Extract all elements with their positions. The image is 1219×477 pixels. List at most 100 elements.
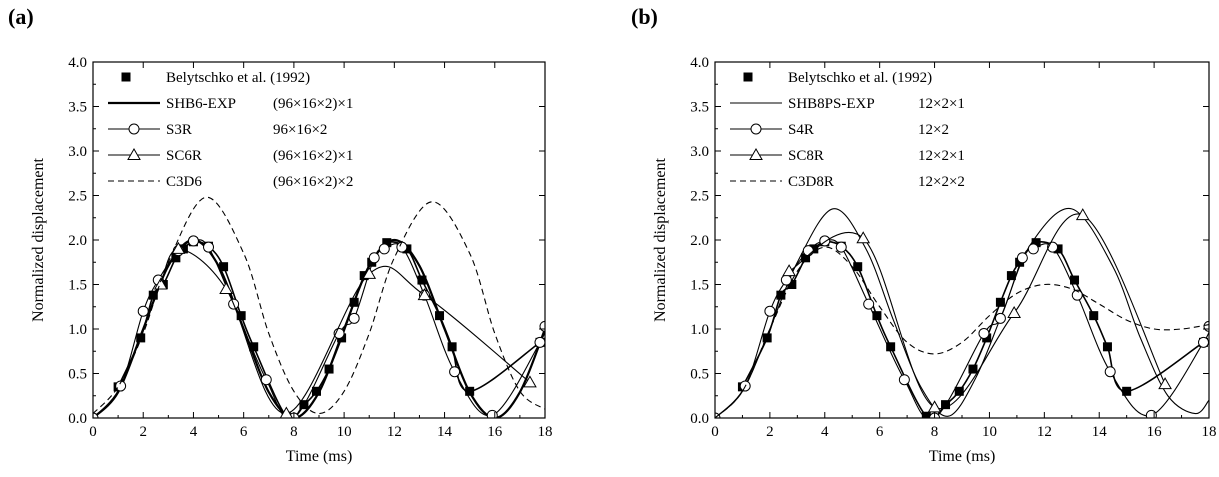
y-tick-label: 2.0 [68, 233, 87, 249]
legend-mesh: 12×2×1 [918, 96, 965, 112]
legend-item: S4R 12×2 [730, 122, 949, 138]
data-point [362, 266, 377, 279]
legend-mesh: 96×16×2 [273, 122, 327, 138]
data-point [968, 364, 978, 374]
x-tick-label: 12 [387, 424, 402, 440]
data-point [782, 264, 796, 277]
data-point [776, 290, 786, 300]
x-tick-label: 2 [139, 424, 147, 440]
chart-panel-b: (b) 0 2 4 6 8 10 12 14 16 18 0.0 0.5 1.0 1.5 2.0 2.5 3.0 3… [631, 4, 1217, 465]
series-line [715, 246, 1209, 418]
panel-label: (b) [631, 4, 658, 29]
data-point [898, 374, 910, 386]
data-point [978, 327, 990, 339]
data-point [863, 298, 875, 310]
data-point [378, 243, 390, 255]
data-point [1053, 244, 1063, 254]
series-line [160, 248, 531, 415]
legend-item: SHB6-EXP (96×16×2)×1 [108, 96, 353, 112]
legend-label: Belytschko et al. (1992) [166, 70, 310, 86]
legend-label: SHB6-EXP [166, 96, 236, 112]
axes-frame [92, 61, 546, 419]
x-tick-label: 10 [982, 424, 997, 440]
legend-item: C3D6 (96×16×2)×2 [108, 174, 353, 190]
y-tick-label: 0.0 [68, 411, 87, 427]
data-point [853, 262, 863, 272]
data-point [787, 280, 797, 289]
legend-marker [743, 72, 753, 82]
data-point [780, 274, 792, 286]
data-point [203, 241, 215, 253]
data-point [368, 252, 380, 264]
data-point [954, 386, 964, 396]
legend-mesh: (96×16×2)×1 [273, 148, 353, 164]
legend-item: S3R 96×16×2 [108, 122, 327, 138]
data-point [153, 277, 168, 290]
legend-marker [750, 123, 762, 135]
data-point [927, 400, 942, 413]
data-point [187, 235, 199, 247]
y-tick-label: 0.5 [68, 367, 87, 383]
legend-item: SC6R (96×16×2)×1 [108, 147, 353, 164]
x-tick-label: 18 [1202, 424, 1217, 440]
legend-label: SC8R [788, 148, 824, 164]
data-point [1031, 238, 1041, 248]
x-tick-label: 16 [1147, 424, 1163, 440]
plot-area [715, 208, 1209, 418]
data-point [856, 231, 871, 244]
y-tick-label: 0.0 [690, 411, 709, 427]
y-tick-label: 1.5 [68, 278, 87, 294]
x-tick-label: 18 [538, 424, 553, 440]
data-point [1016, 252, 1028, 264]
data-point [1104, 366, 1116, 378]
data-point [171, 241, 186, 254]
x-tick-label: 12 [1037, 424, 1052, 440]
x-tick-label: 2 [766, 424, 774, 440]
legend-label: SC6R [166, 148, 202, 164]
y-tick-label: 0.5 [690, 367, 709, 383]
x-tick-label: 8 [290, 424, 298, 440]
x-axis-title: Time (ms) [286, 448, 353, 465]
series-c3d6 [93, 196, 545, 415]
data-point [137, 305, 149, 317]
series-shb6-exp [93, 238, 545, 418]
x-tick-label: 6 [240, 424, 248, 440]
y-tick-label: 1.0 [690, 322, 709, 338]
data-point [534, 336, 545, 348]
y-axis-title: Normalized displacement [30, 157, 47, 321]
data-point [1070, 275, 1080, 285]
series-line [93, 196, 545, 415]
legend-marker [121, 72, 131, 82]
data-point [1102, 342, 1112, 352]
y-axis-title: Normalized displacement [652, 157, 669, 321]
series-belytschko-et-al-1992 [737, 237, 1209, 418]
data-point [148, 290, 158, 300]
data-point [872, 311, 882, 321]
series-belytschko-et-al-1992 [113, 237, 545, 418]
legend: Belytschko et al. (1992) SHB6-EXP (96×16×2… [108, 70, 353, 190]
series-sc8r [782, 208, 1172, 413]
y-tick-label: 3.0 [68, 144, 87, 160]
legend-mesh: (96×16×2)×1 [273, 96, 353, 112]
y-tick-label: 3.5 [690, 100, 709, 116]
legend-item: Belytschko et al. (1992) [121, 70, 310, 86]
data-point [219, 281, 233, 294]
y-tick-label: 2.5 [690, 189, 709, 205]
plot-area [93, 196, 545, 418]
data-point [1027, 243, 1039, 255]
data-point [311, 386, 321, 396]
legend-label: Belytschko et al. (1992) [788, 70, 932, 86]
data-point [1158, 377, 1172, 390]
y-tick-label: 3.0 [690, 144, 709, 160]
data-point [995, 297, 1005, 307]
data-point [279, 406, 293, 418]
y-tick-label: 4.0 [68, 55, 87, 71]
x-tick-label: 0 [711, 424, 719, 440]
data-point [921, 411, 931, 418]
series-c3d8r [715, 246, 1209, 418]
data-point [396, 241, 408, 253]
data-point [1007, 305, 1022, 318]
data-point [449, 366, 461, 378]
x-tick-label: 16 [487, 424, 503, 440]
